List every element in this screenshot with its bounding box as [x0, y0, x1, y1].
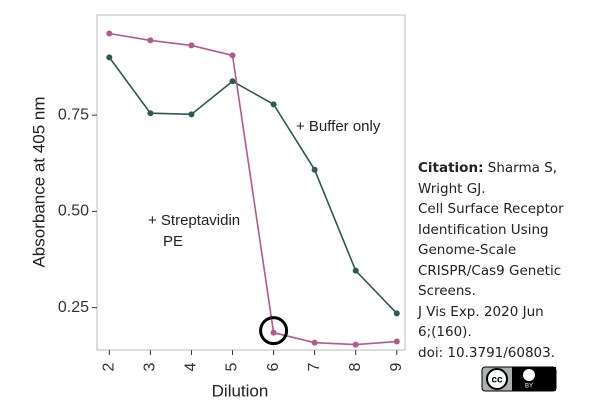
annotation: PE — [163, 233, 183, 250]
point — [229, 52, 236, 59]
citation-text: Sharma S, — [487, 160, 558, 176]
x-tick-label: 7 — [306, 362, 323, 371]
x-tick-label: 3 — [142, 362, 159, 371]
x-axis-label: Dilution — [212, 381, 269, 400]
citation-line: Wright GJ. — [418, 180, 486, 197]
point — [393, 338, 400, 345]
point — [188, 42, 195, 49]
x-tick-label: 8 — [347, 362, 364, 371]
citation-line: CRISPR/Cas9 Genetic — [418, 262, 562, 279]
citation-line: Cell Surface Receptor — [418, 201, 564, 217]
citation-line: doi: 10.3791/60803. — [418, 344, 556, 361]
y-tick-label: 0.25 — [58, 299, 89, 316]
x-tick-label: 4 — [183, 362, 200, 371]
x-tick-label: 5 — [224, 362, 241, 371]
point — [229, 78, 236, 85]
citation-line: Screens. — [418, 283, 476, 299]
x-tick-label: 6 — [265, 362, 282, 371]
svg-text:cc: cc — [491, 375, 503, 386]
point — [106, 30, 113, 37]
citation-line: 6;(160). — [418, 324, 472, 340]
point — [352, 341, 359, 348]
badge-label: BY — [525, 384, 533, 390]
point — [352, 267, 359, 274]
point — [270, 101, 277, 108]
y-axis-label: Absorbance at 405 nm — [29, 96, 48, 267]
point — [270, 329, 277, 336]
citation: Citation: Sharma S, Wright GJ. Cell Surfac… — [418, 158, 564, 363]
y-tick-label: 0.50 — [58, 203, 89, 220]
citation-line: J Vis Exp. 2020 Jun — [418, 303, 544, 320]
citation-line: Genome-Scale — [418, 242, 517, 258]
license-badge: cc BY — [481, 366, 557, 392]
series-line — [108, 56, 398, 314]
series-line — [109, 32, 397, 346]
x-tick-label: 2 — [101, 362, 118, 371]
y-tick-label: 0.75 — [58, 106, 89, 123]
citation-line: Citation: Sharma S, — [418, 158, 564, 179]
point — [188, 111, 195, 118]
point — [147, 37, 154, 44]
annotation: + Buffer only — [296, 118, 381, 135]
point — [311, 339, 318, 346]
x-tick-label: 9 — [388, 362, 405, 371]
point — [393, 310, 400, 317]
citation-label: Citation: — [418, 160, 484, 176]
point — [106, 54, 113, 61]
citation-line: Identification Using — [418, 221, 549, 238]
point — [311, 166, 318, 173]
point — [147, 110, 154, 117]
highlight-ring — [259, 316, 289, 346]
annotation: + Streptavidin — [148, 212, 240, 229]
